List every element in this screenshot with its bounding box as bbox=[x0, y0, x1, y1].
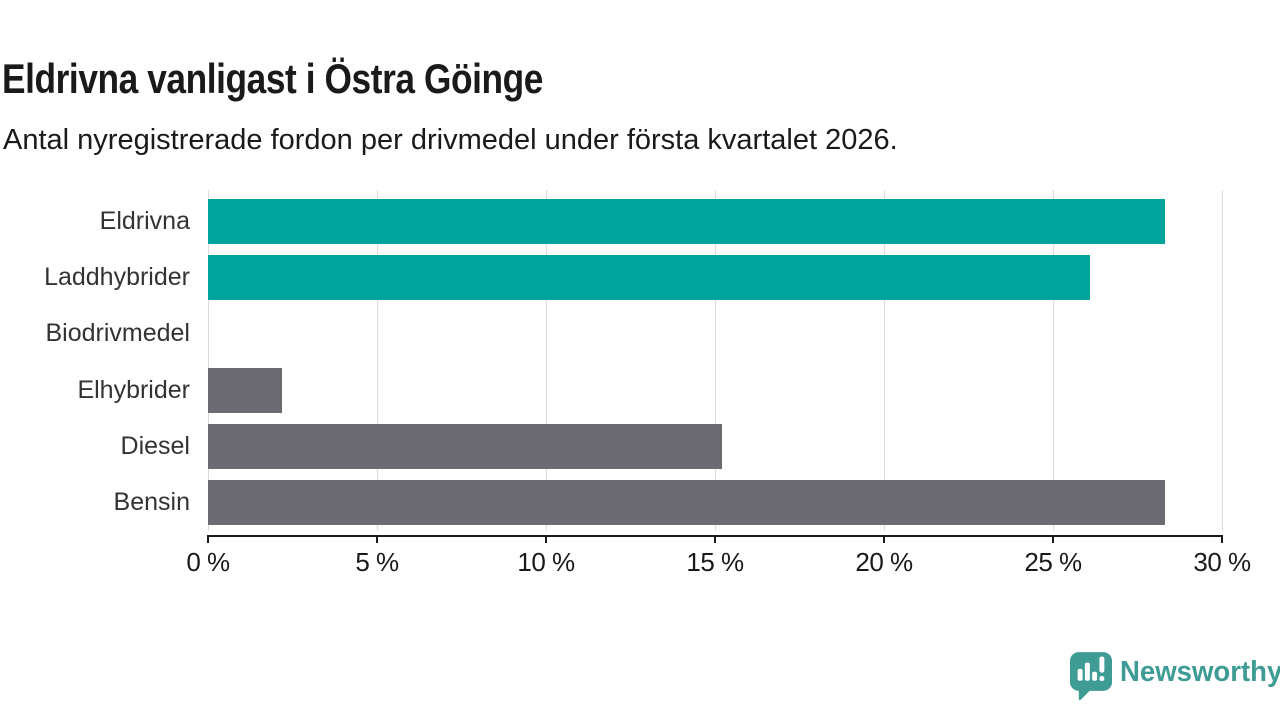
x-tick-label: 15 % bbox=[686, 547, 744, 577]
x-tick-mark-0 bbox=[207, 535, 209, 543]
gridline-25 bbox=[1052, 190, 1054, 531]
gridline-10 bbox=[545, 190, 547, 531]
newsworthy-logo-text: Newsworthy bbox=[1120, 656, 1280, 688]
chart-subtitle: Antal nyregistrerade fordon per drivmede… bbox=[3, 124, 898, 156]
x-tick-mark-15 bbox=[714, 535, 716, 543]
x-tick-label: 25 % bbox=[1024, 547, 1082, 577]
chart-title: Eldrivna vanligast i Östra Göinge bbox=[2, 55, 543, 103]
x-tick-mark-10 bbox=[545, 535, 547, 543]
bar-elhybrider bbox=[208, 367, 283, 413]
bar-chart: Eldrivna Laddhybrider Biodrivmedel Elhybrid… bbox=[44, 190, 1251, 577]
gridline-15 bbox=[714, 190, 716, 531]
category-label-eldrivna: Eldrivna bbox=[99, 207, 190, 235]
category-label-elhybrider: Elhybrider bbox=[77, 375, 190, 404]
bar-eldrivna bbox=[208, 199, 1165, 244]
bar-diesel bbox=[208, 423, 722, 469]
x-tick-label: 30 % bbox=[1193, 547, 1251, 577]
category-label-diesel: Diesel bbox=[120, 431, 190, 460]
gridline-20 bbox=[883, 190, 885, 531]
x-tick-label: 0 % bbox=[186, 547, 230, 577]
x-tick-mark-20 bbox=[883, 535, 885, 543]
x-tick-mark-30 bbox=[1221, 535, 1223, 543]
gridline-5 bbox=[376, 190, 378, 531]
x-tick-mark-25 bbox=[1052, 535, 1054, 543]
x-tick-label: 10 % bbox=[517, 547, 575, 577]
x-tick-label: 5 % bbox=[355, 547, 399, 577]
x-axis-line bbox=[207, 535, 1223, 537]
category-label-laddhybrider: Laddhybrider bbox=[44, 263, 190, 292]
newsworthy-speech-bubble-chart-icon bbox=[1070, 652, 1112, 701]
category-label-biodrivmedel: Biodrivmedel bbox=[45, 319, 190, 348]
bar-bensin bbox=[208, 480, 1165, 525]
newsworthy-logo[interactable]: Newsworthy bbox=[1070, 652, 1280, 701]
gridline-0 bbox=[207, 190, 209, 531]
category-label-bensin: Bensin bbox=[113, 488, 190, 516]
x-tick-mark-5 bbox=[376, 535, 378, 543]
x-tick-label: 20 % bbox=[855, 547, 913, 577]
bar-laddhybrider bbox=[208, 255, 1091, 301]
gridline-30 bbox=[1221, 190, 1223, 531]
